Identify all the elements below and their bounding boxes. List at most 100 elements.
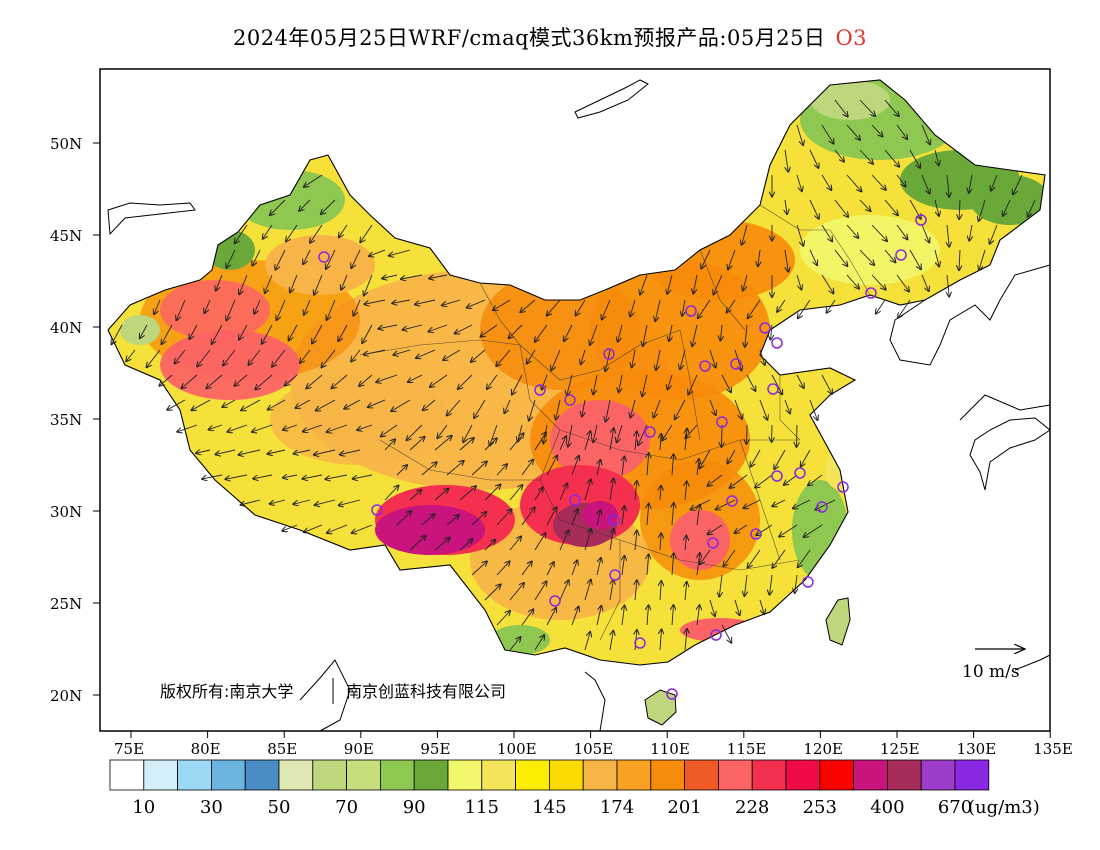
- wind-arrow: [685, 429, 687, 451]
- wind-arrow: [821, 274, 833, 293]
- wind-arrow: [459, 438, 474, 451]
- wind-arrow: [239, 324, 248, 340]
- wind-arrow: [743, 499, 761, 508]
- wind-arrow: [859, 249, 874, 265]
- city-marker: [716, 416, 728, 428]
- lon-label: 80E: [191, 740, 221, 758]
- wind-arrow: [216, 274, 223, 291]
- wind-arrow: [884, 199, 898, 215]
- wind-arrow: [584, 479, 591, 501]
- wind-arrow: [801, 449, 811, 466]
- wind-arrow: [268, 449, 286, 454]
- city-marker: [608, 514, 620, 526]
- wind-arrow: [834, 99, 848, 116]
- wind-arrow: [463, 424, 473, 442]
- wind-arrow: [321, 199, 336, 214]
- wind-arrow: [458, 374, 473, 389]
- wind-arrow: [408, 374, 423, 382]
- wind-arrow: [871, 224, 887, 241]
- wind-arrow: [635, 481, 637, 501]
- wind-arrow: [784, 149, 788, 172]
- wind-arrow: [421, 514, 435, 526]
- wind-arrow: [896, 174, 905, 186]
- wind-arrow: [959, 199, 960, 219]
- wind-arrow: [268, 399, 286, 410]
- wind-arrow: [415, 299, 436, 304]
- wind-arrow: [834, 249, 847, 266]
- wind-arrow: [667, 274, 673, 294]
- city-marker: [759, 322, 771, 334]
- wind-arrow: [423, 399, 436, 410]
- wind-arrow: [884, 249, 895, 262]
- wind-arrow: [584, 632, 590, 651]
- wind-arrow: [682, 299, 685, 316]
- wind-arrow: [643, 324, 648, 346]
- wind-arrow: [632, 349, 635, 367]
- wind-arrow: [748, 549, 761, 568]
- wind-arrow: [226, 249, 236, 268]
- wind-arrow: [285, 374, 298, 386]
- wind-arrow: [654, 399, 661, 417]
- lat-label: 40N: [50, 319, 82, 337]
- wind-arrow: [759, 599, 764, 614]
- city-marker: [371, 504, 383, 516]
- wind-arrow: [484, 540, 495, 551]
- wind-arrow: [167, 399, 186, 410]
- wind-arrow: [785, 199, 787, 214]
- wind-arrow: [846, 174, 862, 191]
- wind-arrow: [635, 531, 637, 551]
- wind-arrow: [660, 486, 661, 501]
- hainan-island: [644, 689, 677, 726]
- wind-arrow: [512, 374, 523, 395]
- wind-arrow: [332, 374, 348, 388]
- wind-arrow: [568, 424, 573, 447]
- wind-arrow: [197, 349, 211, 366]
- wind-arrow: [675, 399, 686, 419]
- city-marker: [816, 501, 828, 513]
- wind-arrow: [535, 324, 548, 342]
- city-marker: [644, 426, 656, 438]
- wind-arrow: [248, 349, 261, 365]
- city-marker: [685, 305, 697, 317]
- wind-arrow: [351, 249, 361, 268]
- legend-swatch: [379, 759, 415, 791]
- wind-arrow: [520, 299, 536, 312]
- title-pollutant: O3: [835, 26, 868, 50]
- wind-arrow: [162, 324, 173, 344]
- wind-arrow: [559, 580, 569, 601]
- wind-arrow: [743, 274, 748, 290]
- wind-arrow: [700, 449, 711, 468]
- wind-arrow: [542, 374, 548, 390]
- wind-arrow: [509, 637, 521, 651]
- wind-arrow: [534, 533, 546, 551]
- wind-arrow: [859, 149, 873, 164]
- wind-arrow: [581, 349, 586, 364]
- wind-arrow: [303, 424, 323, 432]
- wind-arrow: [216, 449, 236, 454]
- wind-arrow: [827, 299, 836, 313]
- wind-arrow: [252, 249, 261, 266]
- wind-arrow: [196, 450, 211, 453]
- wind-arrow: [202, 474, 223, 479]
- wind-arrow: [567, 374, 573, 395]
- legend-label: 253: [803, 797, 837, 818]
- legend-swatch: [210, 759, 246, 791]
- legend-swatch: [515, 759, 550, 791]
- wind-arrow: [368, 399, 386, 407]
- wind-arrow: [327, 424, 348, 432]
- wind-arrow: [434, 436, 452, 451]
- wind-arrow: [265, 274, 273, 293]
- wind-arrow: [921, 174, 930, 194]
- wind-arrow: [159, 374, 173, 386]
- wind-arrow: [306, 374, 323, 388]
- wind-arrow: [721, 374, 731, 392]
- legend-label: 228: [735, 797, 769, 818]
- wind-arrow: [509, 583, 524, 601]
- wind-arrow: [774, 449, 786, 469]
- lon-label: 95E: [420, 740, 450, 758]
- wind-arrow: [660, 581, 661, 601]
- wind-arrow: [471, 561, 487, 576]
- wind-arrow: [821, 374, 832, 394]
- wind-arrow: [685, 582, 687, 601]
- city-marker: [549, 595, 561, 607]
